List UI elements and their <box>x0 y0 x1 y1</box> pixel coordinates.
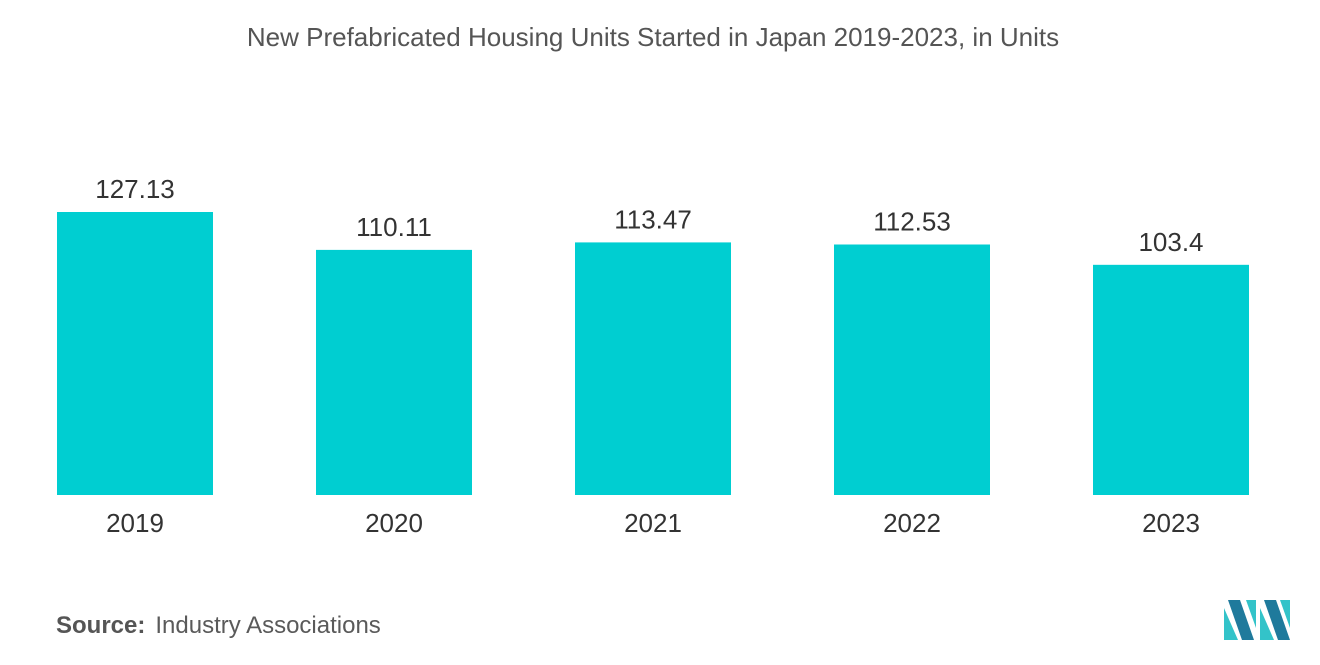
x-tick-label-2022: 2022 <box>883 508 941 538</box>
value-label-2021: 113.47 <box>614 204 692 234</box>
value-label-2022: 112.53 <box>873 207 951 237</box>
bar-2023 <box>1093 264 1249 495</box>
x-tick-label-2020: 2020 <box>365 508 423 538</box>
bar-2019 <box>57 212 213 495</box>
x-tick-label-2023: 2023 <box>1142 508 1200 538</box>
x-tick-label-2019: 2019 <box>106 508 164 538</box>
bar-2021 <box>575 242 731 495</box>
value-label-2020: 110.11 <box>356 212 432 242</box>
source-note: Source: Industry Associations <box>56 612 381 640</box>
bar-2020 <box>316 249 472 495</box>
x-tick-label-2021: 2021 <box>624 508 682 538</box>
value-label-2019: 127.13 <box>95 174 175 204</box>
source-text: Industry Associations <box>155 612 381 639</box>
chart-title: New Prefabricated Housing Units Started … <box>246 22 1060 52</box>
value-label-2023: 103.4 <box>1138 227 1203 257</box>
source-label: Source: <box>56 612 146 639</box>
bar-2022 <box>834 244 990 495</box>
mordor-intelligence-logo-icon <box>1224 600 1290 640</box>
